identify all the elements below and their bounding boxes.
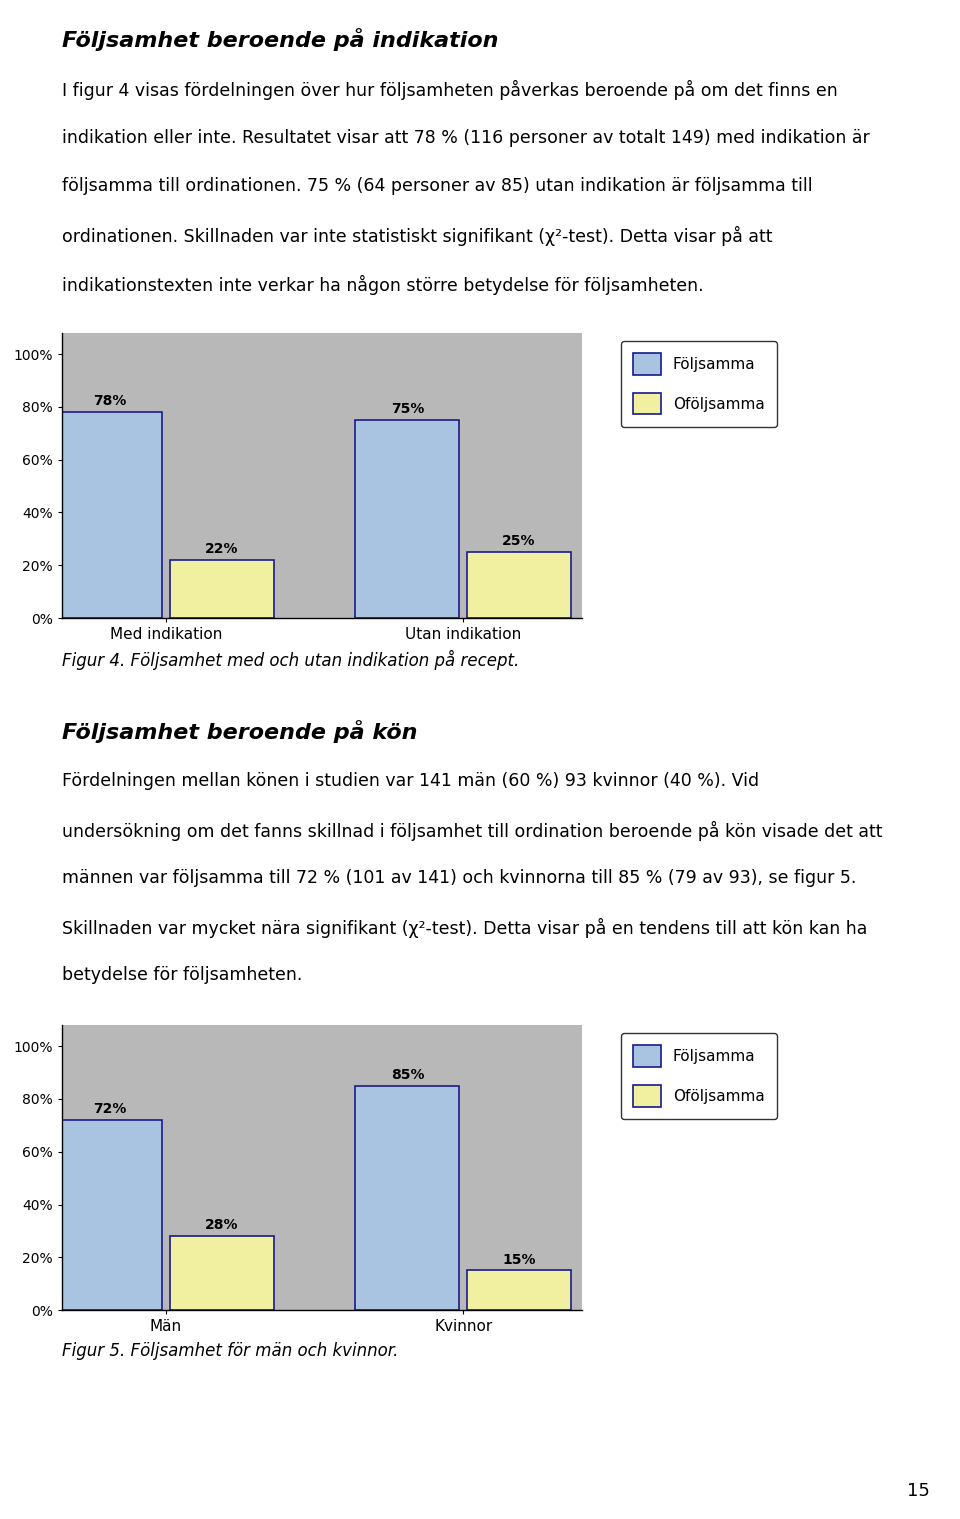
Text: 85%: 85%	[391, 1068, 424, 1082]
Text: 78%: 78%	[93, 395, 127, 409]
Text: 28%: 28%	[205, 1218, 238, 1232]
Text: Följsamhet beroende på indikation: Följsamhet beroende på indikation	[62, 27, 499, 52]
Text: Figur 4. Följsamhet med och utan indikation på recept.: Figur 4. Följsamhet med och utan indikat…	[62, 650, 519, 670]
Legend: Följsamma, Oföljsamma: Följsamma, Oföljsamma	[621, 340, 777, 427]
Text: följsamma till ordinationen. 75 % (64 personer av 85) utan indikation är följsam: följsamma till ordinationen. 75 % (64 pe…	[62, 178, 813, 196]
Text: undersökning om det fanns skillnad i följsamhet till ordination beroende på kön : undersökning om det fanns skillnad i föl…	[62, 820, 883, 840]
Text: indikation eller inte. Resultatet visar att 78 % (116 personer av totalt 149) me: indikation eller inte. Resultatet visar …	[62, 129, 870, 147]
Text: 75%: 75%	[391, 403, 424, 416]
Bar	[170, 1236, 274, 1309]
Bar	[355, 1086, 460, 1309]
Bar	[467, 1270, 571, 1309]
Text: ordinationen. Skillnaden var inte statistiskt signifikant (χ²-test). Detta visar: ordinationen. Skillnaden var inte statis…	[62, 226, 773, 246]
Bar	[355, 1309, 460, 1318]
Text: I figur 4 visas fördelningen över hur följsamheten påverkas beroende på om det f: I figur 4 visas fördelningen över hur fö…	[62, 81, 838, 100]
Text: betydelse för följsamheten.: betydelse för följsamheten.	[62, 966, 302, 984]
Text: männen var följsamma till 72 % (101 av 141) och kvinnorna till 85 % (79 av 93), : männen var följsamma till 72 % (101 av 1…	[62, 869, 856, 887]
Bar	[170, 561, 274, 618]
Text: Fördelningen mellan könen i studien var 141 män (60 %) 93 kvinnor (40 %). Vid: Fördelningen mellan könen i studien var …	[62, 772, 759, 790]
Text: Figur 5. Följsamhet för män och kvinnor.: Figur 5. Följsamhet för män och kvinnor.	[62, 1343, 398, 1360]
Text: 72%: 72%	[93, 1103, 127, 1116]
Bar	[467, 618, 571, 626]
Bar	[467, 551, 571, 618]
Bar	[467, 1309, 571, 1318]
Text: 15: 15	[907, 1483, 930, 1499]
Bar	[59, 618, 162, 626]
Bar	[170, 618, 274, 626]
Text: indikationstexten inte verkar ha någon större betydelse för följsamheten.: indikationstexten inte verkar ha någon s…	[62, 275, 704, 295]
Text: 15%: 15%	[502, 1253, 536, 1267]
Text: Skillnaden var mycket nära signifikant (χ²-test). Detta visar på en tendens till: Skillnaden var mycket nära signifikant (…	[62, 917, 868, 937]
Bar	[59, 412, 162, 618]
Bar	[355, 618, 460, 626]
Bar	[59, 1309, 162, 1318]
Text: 22%: 22%	[205, 542, 238, 556]
Bar	[170, 1309, 274, 1318]
Legend: Följsamma, Oföljsamma: Följsamma, Oföljsamma	[621, 1033, 777, 1118]
Text: 25%: 25%	[502, 535, 536, 548]
Bar	[355, 421, 460, 618]
Bar	[59, 1120, 162, 1309]
Text: Följsamhet beroende på kön: Följsamhet beroende på kön	[62, 720, 418, 743]
